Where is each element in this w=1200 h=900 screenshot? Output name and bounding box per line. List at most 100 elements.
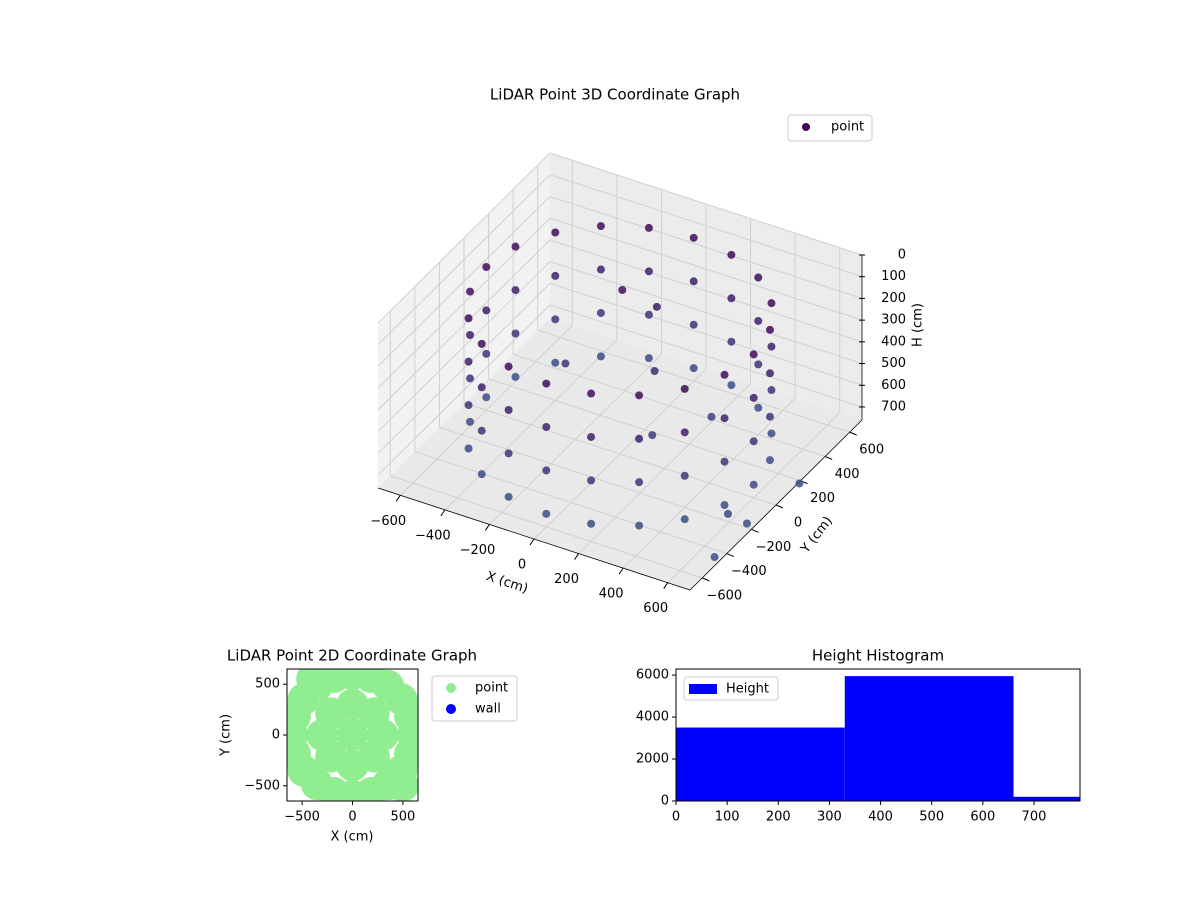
x-tick-label: −500 <box>284 810 320 825</box>
x-tick-label: 0 <box>518 558 526 573</box>
bar <box>1013 796 1080 801</box>
grid-line <box>390 475 703 579</box>
data-point <box>587 432 596 441</box>
data-point <box>765 325 774 334</box>
data-point <box>482 306 491 315</box>
tick-mark <box>485 524 490 531</box>
data-point <box>767 386 776 395</box>
z-tick-label: 0 <box>898 248 906 263</box>
grid-line <box>549 195 863 299</box>
x-tick-label: 0 <box>348 810 356 825</box>
data-point <box>749 437 758 446</box>
data-point <box>542 509 551 518</box>
data-point <box>464 314 473 323</box>
tick-mark <box>824 455 833 460</box>
tick-mark <box>395 495 401 502</box>
x-tick-label: −600 <box>370 514 406 529</box>
data-point <box>765 412 774 421</box>
data-point <box>464 444 473 453</box>
axis-line <box>377 487 691 591</box>
data-point <box>587 389 596 398</box>
data-point <box>765 456 774 465</box>
data-point <box>504 362 513 371</box>
data-point <box>689 277 698 286</box>
grid-line <box>377 152 551 324</box>
grid-line <box>549 239 863 343</box>
y-tick-label: 400 <box>835 467 860 482</box>
data-point <box>596 308 605 317</box>
grid-line <box>463 402 777 506</box>
data-point <box>618 285 627 294</box>
grid-line <box>549 261 863 365</box>
plot-area <box>287 669 418 801</box>
data-point <box>749 480 758 489</box>
tick-mark <box>751 528 759 533</box>
data-point <box>635 521 644 530</box>
tick-mark <box>440 509 446 517</box>
data-point <box>336 719 369 751</box>
data-point <box>477 383 486 392</box>
legend-box <box>787 114 873 142</box>
data-point <box>504 492 513 501</box>
data-point <box>650 366 659 375</box>
data-point <box>466 417 475 426</box>
data-point <box>394 737 418 770</box>
z-tick-label: 600 <box>881 378 906 393</box>
chart-title: LiDAR Point 2D Coordinate Graph <box>227 647 477 665</box>
y-tick-label: 0 <box>794 516 802 531</box>
x-tick-label: 600 <box>970 810 995 825</box>
data-point <box>648 431 657 440</box>
legend-marker <box>689 684 717 694</box>
data-point <box>551 358 560 367</box>
data-point <box>587 476 596 485</box>
x-axis-label: X (cm) <box>331 830 374 845</box>
z-tick-label: 500 <box>881 356 906 371</box>
x-tick-label: 200 <box>766 810 791 825</box>
data-point <box>587 519 596 528</box>
data-point <box>754 403 763 412</box>
grid-line <box>439 426 752 530</box>
x-tick-label: −200 <box>460 543 496 558</box>
data-point <box>689 364 698 373</box>
legend-label: point <box>831 120 864 135</box>
x-tick-label: 0 <box>672 810 680 825</box>
data-point <box>561 359 570 368</box>
grid-line <box>377 196 551 367</box>
x-tick-label: 500 <box>390 810 415 825</box>
data-point <box>551 271 560 280</box>
data-point <box>504 449 513 458</box>
data-point <box>386 769 418 801</box>
z-tick-label: 400 <box>881 334 906 349</box>
data-point <box>635 434 644 443</box>
y-tick-label: −400 <box>731 564 767 579</box>
grid-line <box>549 304 863 408</box>
axes-frame <box>675 668 1081 802</box>
y-tick-label: 4000 <box>636 710 669 725</box>
data-point <box>767 299 776 308</box>
legend-label: Height <box>726 682 769 697</box>
tick-mark <box>529 538 535 546</box>
y-tick-label: 600 <box>859 443 884 458</box>
grid-line <box>377 174 551 346</box>
data-point <box>720 414 729 423</box>
x-tick-label: 100 <box>715 810 740 825</box>
legend-marker <box>446 704 456 714</box>
tick-mark <box>726 553 735 558</box>
data-point <box>551 228 560 237</box>
grid-line <box>488 378 801 482</box>
data-point <box>720 501 729 510</box>
data-point <box>482 349 491 358</box>
y-tick-label: −500 <box>244 778 280 793</box>
z-axis-label: H (cm) <box>911 303 926 347</box>
y-tick-label: −200 <box>756 540 792 555</box>
data-point <box>357 740 390 773</box>
data-point <box>477 339 486 348</box>
y-tick-label: 2000 <box>636 752 669 767</box>
data-point <box>727 337 736 346</box>
y-tick-label: 200 <box>810 491 835 506</box>
data-point <box>511 242 520 251</box>
data-point <box>464 357 473 366</box>
x-tick-label: 300 <box>817 810 842 825</box>
legend-box <box>431 675 518 722</box>
tick-mark <box>663 582 669 589</box>
